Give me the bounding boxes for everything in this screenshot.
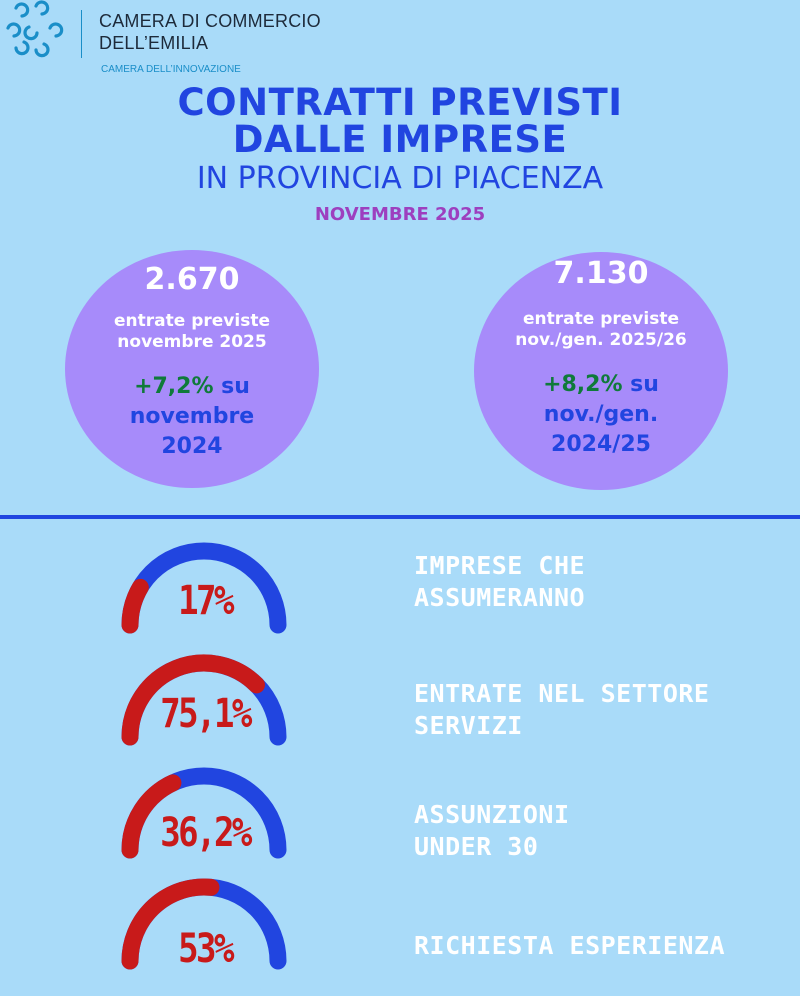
stat-growth-line2: nov./gen. [543,402,659,427]
gauge-fill [121,578,149,634]
gauge-fill [121,878,220,970]
stat-circle-monthly: 2.670 entrate previste novembre 2025 +7,… [65,250,319,488]
growth-su: su [622,372,659,397]
gauge-value: 75,1% [160,691,252,737]
growth-su: su [213,374,250,399]
stat-growth-line3: 2024/25 [551,432,651,457]
gauge-experience-required [121,878,287,970]
chamber-logo [0,0,70,74]
logo-divider [81,10,82,58]
gauge-value: 17% [178,578,234,624]
month-label: NOVEMBRE 2025 [314,204,486,225]
stat-growth-line1: +7,2% su [65,372,319,402]
stat-label-line2: novembre 2025 [117,332,267,352]
stat-label-line2: nov./gen. 2025/26 [515,330,687,350]
org-name-line2: DELL’EMILIA [99,33,209,53]
gauge-under-30 [121,767,287,859]
growth-value: +8,2% [543,372,623,397]
chamber-logo-icon [6,0,64,58]
gauge-label-line2: ASSUMERANNO [414,583,586,612]
gauge-label-line1: ENTRATE NEL SETTORE [414,679,710,708]
stat-number: 7.130 [553,256,649,291]
stat-growth-line2: novembre [129,404,255,429]
gauge-services-sector [121,654,287,746]
stat-growth-line1: +8,2% su [474,370,728,400]
gauge-value: 53% [178,926,234,972]
title-line2: DALLE IMPRESE [232,118,568,161]
stat-label-line1: entrate previste [523,309,679,329]
stat-growth-line3: 2024 [161,434,223,459]
stat-number: 2.670 [144,262,240,297]
org-tagline: CAMERA DELL’INNOVAZIONE [101,64,241,75]
gauge-label-line1: RICHIESTA ESPERIENZA [414,931,726,960]
title-line1: CONTRATTI PREVISTI [177,81,623,124]
gauge-label-line2: SERVIZI [414,711,523,740]
stat-circle-quarterly: 7.130 entrate previste nov./gen. 2025/26… [474,252,728,490]
gauge-label-line1: ASSUNZIONI [414,800,570,829]
org-name-line1: CAMERA DI COMMERCIO [99,11,321,31]
subtitle: IN PROVINCIA DI PIACENZA [196,161,604,196]
gauge-label-line1: IMPRESE CHE [414,551,586,580]
section-divider [0,515,800,519]
gauge-fill [121,654,265,746]
gauge-value: 36,2% [160,810,252,856]
growth-value: +7,2% [134,374,214,399]
stat-label-line1: entrate previste [114,311,270,331]
gauge-label-line2: UNDER 30 [414,832,539,861]
gauge-fill [121,774,182,859]
gauge-hiring-companies [121,542,287,634]
